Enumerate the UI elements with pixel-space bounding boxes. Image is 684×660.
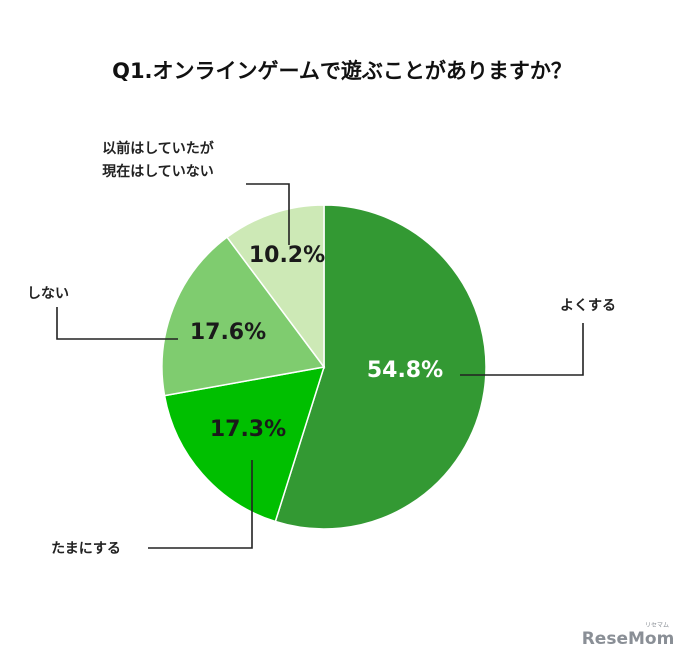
category-label-never: しない [27, 286, 69, 302]
leader-line-sometimes [148, 460, 253, 549]
leader-line-never [56, 307, 178, 340]
chart-title: Q1.オンラインゲームで遊ぶことがありますか？ [112, 59, 572, 83]
pie-slice-used-to [226, 204, 325, 370]
pie-slice-sometimes [163, 366, 326, 523]
value-label-used-to: 10.2% [249, 243, 325, 268]
category-label-used-to: 以前はしていたが現在はしていない [102, 140, 215, 180]
leader-line-often [460, 323, 584, 376]
brand-name: ReseMom [582, 629, 675, 649]
value-labels: 54.8% 17.3% 17.6% 10.2% [190, 243, 443, 442]
leader-line-used-to [246, 183, 290, 245]
value-label-often: 54.8% [367, 358, 443, 383]
value-label-never: 17.6% [190, 320, 266, 345]
pie-slice-often [274, 204, 487, 530]
leader-lines [56, 183, 584, 549]
pie-slices [161, 204, 487, 530]
value-label-sometimes: 17.3% [210, 417, 286, 442]
resemom-logo: ReseMom リセマム [582, 622, 675, 649]
pie-slice-never [161, 236, 326, 397]
category-label-often: よくする [560, 298, 616, 314]
brand-small: リセマム [645, 622, 669, 629]
category-label-sometimes: たまにする [51, 541, 121, 557]
